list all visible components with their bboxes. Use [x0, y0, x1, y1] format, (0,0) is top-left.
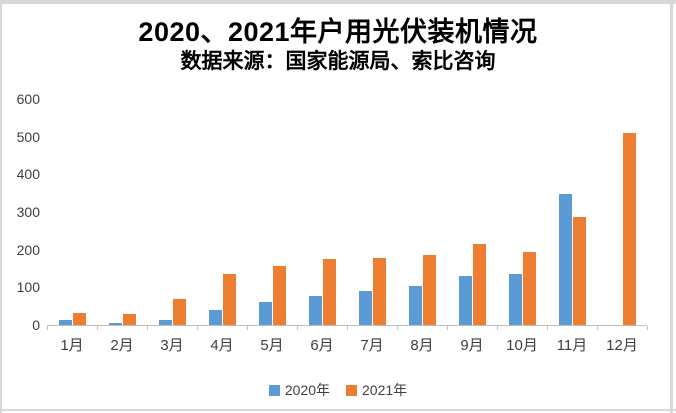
- bar-2021年-9月: [472, 244, 486, 325]
- x-tick-label: 3月: [160, 337, 184, 354]
- bar-group-7月: [347, 99, 397, 325]
- bar-2021年-4月: [222, 274, 236, 325]
- x-axis-tick: [197, 326, 198, 330]
- bar-group-2月: [97, 99, 147, 325]
- bar-group-6月: [297, 99, 347, 325]
- frame-border-left: [0, 0, 2, 413]
- legend-label: 2020年: [284, 382, 330, 398]
- bar-2020年-7月: [358, 290, 372, 325]
- x-axis-tick: [297, 326, 298, 330]
- legend-item-2021年: 2021年: [346, 380, 407, 400]
- bar-2021年-6月: [322, 259, 336, 325]
- y-tick-label: 300: [16, 204, 40, 220]
- x-axis-tick: [447, 326, 448, 330]
- y-tick-label: 600: [16, 91, 40, 107]
- x-axis-tick: [97, 326, 98, 330]
- y-tick-label: 100: [16, 279, 40, 296]
- x-tick-label: 2月: [110, 337, 134, 354]
- bar-group-1月: [47, 99, 97, 325]
- bar-2020年-9月: [458, 276, 472, 325]
- bar-2021年-8月: [422, 255, 436, 325]
- bar-2021年-10月: [522, 252, 536, 325]
- bar-2020年-3月: [158, 320, 172, 325]
- bar-2020年-10月: [508, 273, 522, 325]
- bar-2020年-11月: [558, 193, 572, 325]
- bar-2020年-8月: [408, 286, 422, 325]
- x-tick-label: 6月: [310, 337, 334, 354]
- x-tick-label: 10月: [506, 337, 538, 354]
- x-tick-label: 11月: [556, 337, 588, 354]
- frame-border-right: [670, 0, 673, 413]
- chart-title: 2020、2021年户用光伏装机情况: [138, 17, 538, 47]
- x-axis-tick: [497, 326, 498, 330]
- legend-swatch-icon: [346, 384, 357, 396]
- x-tick-label: 12月: [606, 337, 638, 354]
- frame-border-top: [0, 0, 676, 4]
- y-axis: 0 100 200 300 400 500 600: [0, 91, 40, 333]
- bar-2020年-5月: [258, 301, 272, 325]
- bar-2021年-12月: [622, 132, 636, 325]
- bar-2021年-3月: [172, 298, 186, 325]
- x-tick-label: 9月: [460, 337, 484, 354]
- y-tick-label: 0: [32, 317, 40, 333]
- bar-2021年-2月: [122, 314, 136, 325]
- bar-2020年-4月: [208, 309, 222, 325]
- plot-region: [47, 99, 647, 326]
- bar-group-5月: [247, 99, 297, 325]
- x-axis-tick: [547, 326, 548, 330]
- x-tick-label: 5月: [260, 337, 284, 354]
- bar-group-4月: [197, 99, 247, 325]
- x-tick-label: 4月: [210, 337, 234, 354]
- x-tick-label: 8月: [410, 337, 434, 354]
- legend-label: 2021年: [362, 382, 408, 398]
- x-axis-tick: [247, 326, 248, 330]
- bar-2020年-2月: [108, 323, 122, 325]
- bar-2021年-7月: [372, 257, 386, 325]
- x-axis-tick: [597, 326, 598, 330]
- legend: 2020年 2021年: [0, 380, 676, 400]
- bar-2021年-5月: [272, 265, 286, 325]
- x-axis-tick: [47, 326, 48, 330]
- legend-swatch-icon: [268, 384, 280, 396]
- legend-item-2020年: 2020年: [268, 380, 330, 400]
- bar-group-10月: [497, 99, 547, 325]
- bar-group-9月: [447, 99, 497, 325]
- bar-2021年-1月: [72, 312, 86, 325]
- bar-group-11月: [547, 99, 597, 325]
- x-axis-tick: [347, 326, 348, 330]
- bar-group-12月: [597, 99, 647, 325]
- x-tick-label: 7月: [360, 337, 384, 354]
- bar-2020年-6月: [308, 295, 322, 325]
- bar-2020年-1月: [58, 320, 72, 325]
- y-tick-label: 200: [16, 241, 40, 258]
- x-axis-tick: [147, 326, 148, 330]
- y-tick-label: 500: [16, 128, 40, 145]
- x-axis-ticks: [47, 326, 648, 331]
- bar-group-3月: [147, 99, 197, 325]
- chart-subtitle: 数据来源：国家能源局、索比咨询: [180, 50, 496, 73]
- x-tick-label: 1月: [60, 337, 84, 354]
- bar-2021年-11月: [572, 217, 586, 325]
- y-tick-label: 400: [16, 166, 40, 183]
- x-axis-tick: [397, 326, 398, 330]
- x-axis-labels: 1月 2月 3月 4月 5月 6月 7月 8月 9月 10月 11月 12月: [47, 334, 647, 355]
- x-axis-tick: [647, 326, 648, 330]
- frame-border-bottom: [0, 409, 676, 411]
- bar-group-8月: [397, 99, 447, 325]
